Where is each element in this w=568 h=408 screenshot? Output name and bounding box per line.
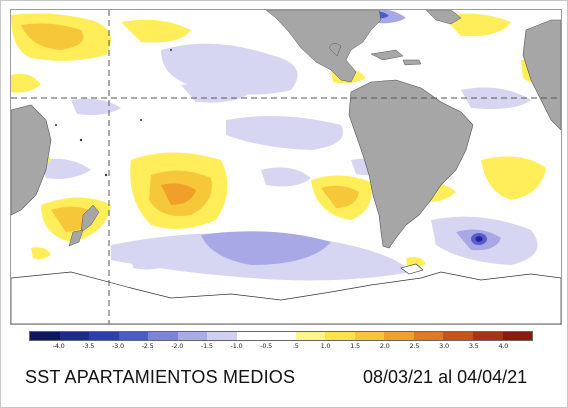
colorbar-segment: [118, 332, 149, 340]
colorbar-tick-label: -2.0: [171, 342, 184, 350]
colorbar-segment: [207, 332, 237, 340]
colorbar-segment: [266, 332, 296, 340]
colorbar-segment: [502, 332, 533, 340]
colorbar-tick-label: -1.5: [200, 342, 213, 350]
colorbar-segment: [148, 332, 178, 340]
reference-lines: [11, 10, 561, 324]
colorbar-tick-label: -3.0: [111, 342, 124, 350]
colorbar-tick-label: 3.0: [439, 342, 449, 350]
colorbar-tick-label: -1.0: [230, 342, 243, 350]
colorbar-tick-label: -4.0: [52, 342, 65, 350]
date-range: 08/03/21 al 04/04/21: [363, 367, 528, 387]
colorbar-segment: [30, 332, 60, 340]
south-america: [348, 79, 474, 249]
antarctica: [11, 271, 561, 324]
colorbar-tick-label: -2.5: [141, 342, 154, 350]
colorbar-tick-label: 1.5: [350, 342, 360, 350]
colorbar-segment: [295, 332, 326, 340]
colorbar-tick-label: .5: [292, 342, 299, 350]
australia: [11, 104, 52, 216]
colorbar-segment: [354, 332, 385, 340]
colorbar-segment: [443, 332, 473, 340]
colorbar-tick-label: 2.0: [379, 342, 390, 350]
colorbar-segment: [384, 332, 414, 340]
colorbar-segment: [89, 332, 119, 340]
colorbar-segment: [236, 332, 267, 340]
sst-anomaly-map: [10, 9, 562, 325]
colorbar-segment: [325, 332, 355, 340]
colorbar-ticks: -4.0 -3.5 -3.0 -2.5 -2.0 -1.5 -1.0 -0.5 .5 1.0 1.5…: [29, 342, 533, 352]
colorbar-segment: [472, 332, 503, 340]
colorbar-tick-label: 1.0: [320, 342, 331, 350]
new-zealand: [80, 204, 100, 233]
map-canvas: [11, 10, 561, 324]
north-america: [265, 10, 382, 83]
colorbar-tick-label: 4.0: [498, 342, 509, 350]
colorbar: [29, 331, 533, 341]
colorbar-segment: [177, 332, 208, 340]
colorbar-tick-label: 3.5: [468, 342, 479, 350]
cool-anomalies: [41, 10, 538, 281]
colorbar-tick-label: 2.5: [409, 342, 420, 350]
colorbar-tick-label: -0.5: [260, 342, 273, 350]
colorbar-tick-label: -3.5: [82, 342, 95, 350]
colorbar-segment: [59, 332, 90, 340]
colorbar-segment: [413, 332, 444, 340]
map-title: SST APARTAMIENTOS MEDIOS: [25, 367, 296, 387]
land-masses: [11, 10, 561, 324]
africa: [522, 19, 561, 131]
